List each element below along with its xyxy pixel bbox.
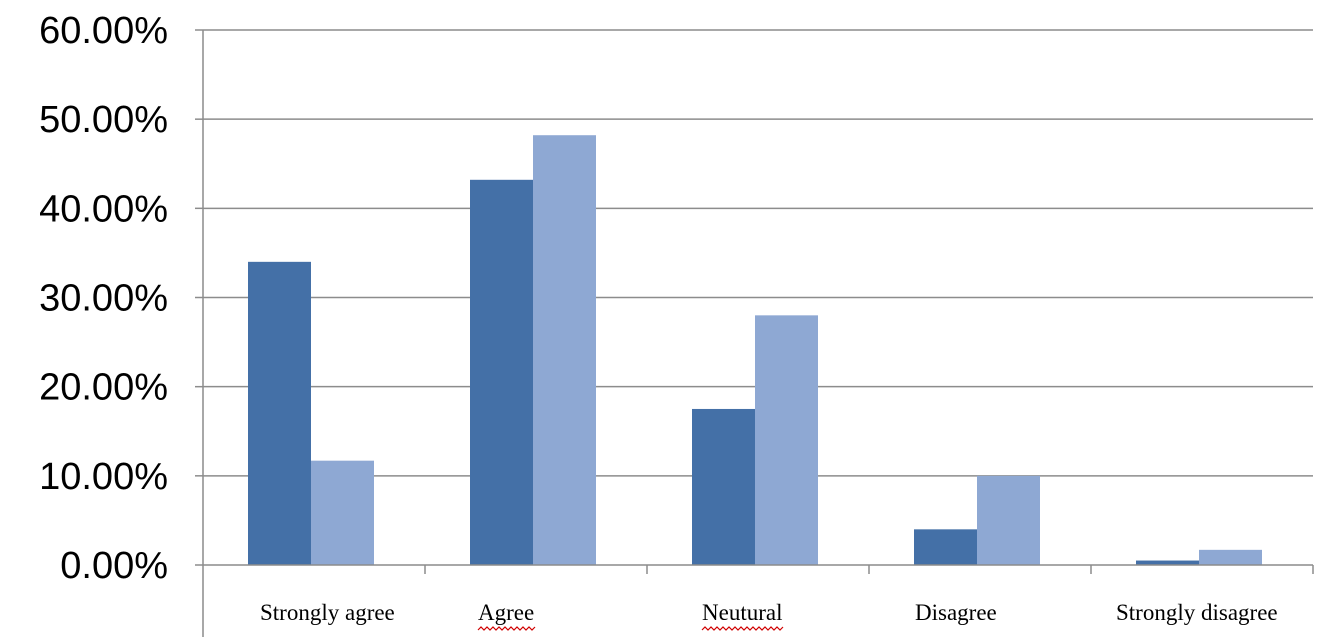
bar-series-2-agree [533, 135, 596, 565]
y-tick-label: 60.00% [39, 10, 168, 52]
y-tick-label: 0.00% [60, 545, 168, 587]
bar-series-1-neutural [692, 408, 755, 565]
bar-series-1-agree [470, 179, 533, 566]
x-tick-label: Strongly agree [260, 600, 395, 625]
y-tick-label: 10.00% [39, 456, 168, 498]
x-tick-label: Agree [478, 600, 534, 625]
x-tick-label: Neutural [702, 600, 782, 625]
bar-series-1-strongly-disagree [1136, 560, 1199, 565]
gridlines [203, 29, 1313, 477]
spellcheck-underline [701, 626, 784, 631]
x-tick-label: Strongly disagree [1116, 600, 1278, 625]
y-tick-label: 20.00% [39, 367, 168, 409]
spellcheck-underline [477, 626, 536, 631]
axes [195, 29, 1314, 637]
bar-series-2-strongly-agree [311, 460, 374, 565]
bar-series-2-strongly-disagree [1199, 549, 1262, 565]
bar-series-2-disagree [977, 475, 1040, 565]
y-tick-label: 50.00% [39, 99, 168, 141]
y-tick-label: 40.00% [39, 188, 168, 230]
bar-series-1-disagree [914, 529, 977, 565]
y-tick-label: 30.00% [39, 278, 168, 320]
bar-series-2-neutural [755, 315, 818, 565]
x-tick-labels: Strongly agree Agree Neutural Disagree Stron… [260, 600, 1278, 631]
y-tick-labels: 0.00% 10.00% 20.00% 30.00% 40.00% 50.00% 60.00… [39, 10, 168, 587]
bars [248, 135, 1262, 566]
bar-series-1-strongly-agree [248, 261, 311, 565]
x-tick-label: Disagree [915, 600, 997, 625]
